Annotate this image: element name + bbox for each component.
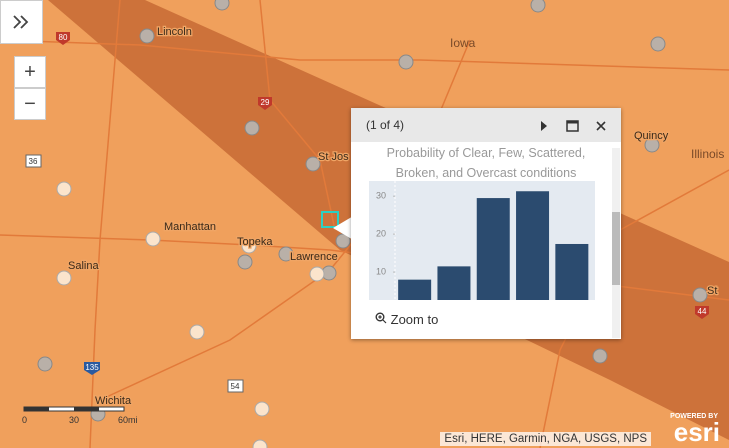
logo: esri xyxy=(674,417,720,447)
zoom-to[interactable]: Zoom to xyxy=(375,312,438,327)
zoom-icon xyxy=(375,312,387,324)
chart: 10 20 30 xyxy=(369,181,595,300)
scale-bar: 0 30 60mi xyxy=(22,406,138,425)
place-label: St xyxy=(707,285,717,297)
shield-label: 29 xyxy=(261,98,270,107)
zoom-out[interactable]: − xyxy=(14,88,46,120)
bar xyxy=(516,191,550,300)
zoom-in[interactable]: + xyxy=(14,56,46,88)
place-label: Illinois xyxy=(691,147,724,161)
scale-label: 0 xyxy=(22,415,27,425)
place-label: Quincy xyxy=(634,130,669,142)
popup-actions xyxy=(541,120,606,132)
bar xyxy=(476,198,510,300)
y-tick-label: 20 xyxy=(376,228,386,238)
place-label: Iowa xyxy=(450,36,476,50)
icon xyxy=(13,15,29,29)
next-button[interactable] xyxy=(541,121,547,131)
cities xyxy=(37,0,708,448)
y-tick-label: 30 xyxy=(376,191,386,201)
place-label: Lincoln xyxy=(157,26,192,38)
place-label: Manhattan xyxy=(164,221,216,233)
shield-label: 80 xyxy=(59,33,68,42)
bar xyxy=(398,279,432,300)
attribution: Esri, HERE, Garmin, NGA, USGS, NPS xyxy=(440,432,651,446)
chart-title: Probability of Clear, Few, Scattered, Br… xyxy=(386,146,586,180)
toggle-button[interactable] xyxy=(0,0,43,44)
shield-label: 54 xyxy=(231,382,240,391)
place-label: Wichita xyxy=(95,395,132,407)
close-button[interactable] xyxy=(596,121,606,131)
bar xyxy=(437,266,471,300)
popup-counter: (1 of 4) xyxy=(366,118,405,132)
scale-label: 60mi xyxy=(118,415,138,425)
selection xyxy=(321,211,339,228)
bar xyxy=(555,243,589,300)
shields: 80 29 36 135 54 44 xyxy=(25,32,709,393)
shield-label: 135 xyxy=(85,363,99,372)
scrollbar xyxy=(612,148,620,338)
scroll-thumb[interactable] xyxy=(612,212,620,285)
zoom-to-label: Zoom to xyxy=(390,312,439,327)
place-label: Lawrence xyxy=(290,251,338,263)
logo-caption: POWERED BY xyxy=(670,413,718,420)
scale-label: 30 xyxy=(69,415,79,425)
popup: (1 of 4) Probability of Clear, Few, Scat… xyxy=(351,108,621,339)
place-label: St Jos xyxy=(318,151,349,163)
shield-label: 44 xyxy=(698,307,707,316)
maximize-bar xyxy=(567,121,578,124)
y-tick-label: 10 xyxy=(376,266,386,276)
popup-pointer xyxy=(333,215,355,241)
popup-header: (1 of 4) xyxy=(351,108,621,142)
place-label: Topeka xyxy=(237,236,273,248)
shield-label: 36 xyxy=(29,157,38,166)
place-label: Salina xyxy=(68,260,99,272)
